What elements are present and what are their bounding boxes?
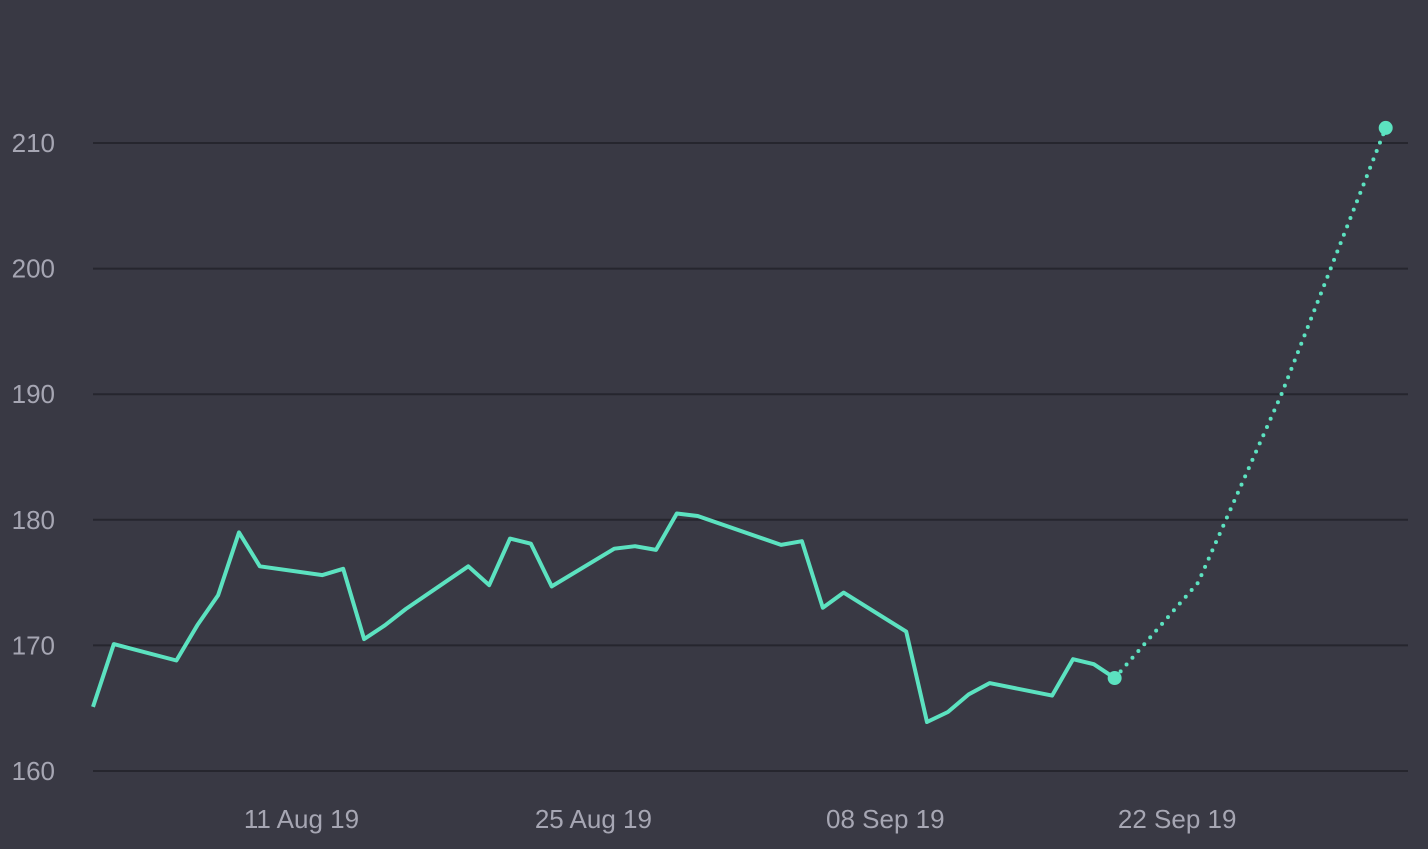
x-tick-label: 08 Sep 19 <box>826 804 945 834</box>
x-axis-ticks: 11 Aug 19 25 Aug 19 08 Sep 19 22 Sep 19 <box>244 804 1237 834</box>
y-tick-label: 170 <box>12 630 55 660</box>
series-lines <box>91 125 1388 724</box>
y-tick-label: 190 <box>12 379 55 409</box>
y-tick-label: 180 <box>12 505 55 535</box>
last-actual-point-marker <box>1107 671 1122 686</box>
y-tick-label: 160 <box>12 756 55 786</box>
forecast-series-line <box>1112 125 1388 681</box>
price-series-line <box>91 511 1116 724</box>
series-markers <box>1107 120 1393 686</box>
x-tick-label: 25 Aug 19 <box>535 804 652 834</box>
y-tick-label: 210 <box>12 128 55 158</box>
x-tick-label: 11 Aug 19 <box>244 804 359 834</box>
grid-lines <box>93 142 1408 772</box>
x-tick-label: 22 Sep 19 <box>1118 804 1237 834</box>
y-tick-label: 200 <box>12 254 55 284</box>
y-axis-ticks: 160 170 180 190 200 210 <box>12 128 55 786</box>
forecast-end-point-marker <box>1378 120 1393 135</box>
